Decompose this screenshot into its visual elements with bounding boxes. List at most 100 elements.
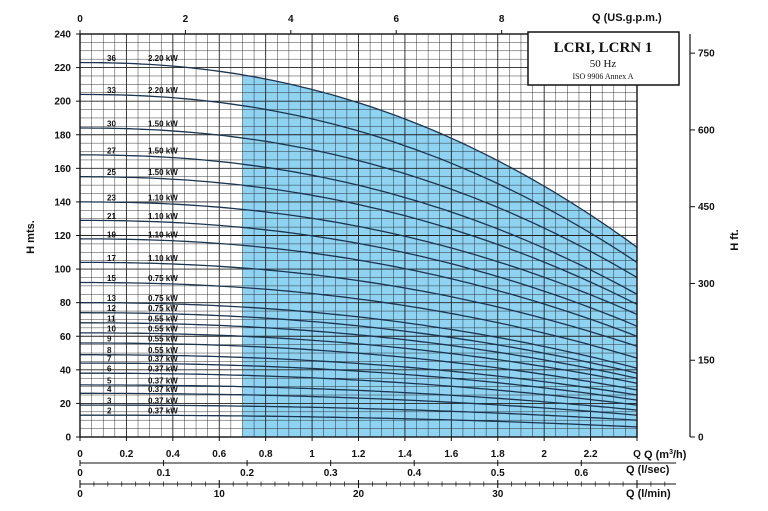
grid: [80, 34, 637, 437]
x-axis-label-lmin: Q (l/min): [626, 488, 671, 500]
curve-9-stages: [80, 342, 638, 391]
curve-2-stages: [80, 414, 638, 428]
right-tick-label: 0: [698, 433, 704, 444]
curve-33-stages: [79, 93, 638, 263]
curve-10-stages: [80, 332, 638, 384]
x-tick-label-m3h: 2.2: [584, 449, 598, 460]
curves: [79, 61, 638, 428]
y-tick-label: 180: [54, 130, 71, 141]
curve-power-label: 2.20 kW: [148, 86, 178, 95]
x-tick-label-m3h: 2: [541, 449, 547, 460]
ls-tick-label: 0.5: [491, 468, 505, 479]
curve-6-stages: [80, 372, 638, 406]
curve-stage-label: 6: [107, 365, 112, 374]
curve-5-stages: [80, 384, 638, 411]
right-tick-label: 450: [698, 202, 715, 213]
lmin-tick-label: 30: [492, 489, 504, 500]
x-tick-label-m3h: 0.2: [119, 449, 133, 460]
y-tick-label: 120: [54, 231, 71, 242]
curve-stage-label: 12: [107, 304, 116, 313]
curve-power-label: 0.37 kW: [148, 365, 178, 374]
top-tick-label: 6: [393, 14, 399, 25]
y-tick-label: 140: [54, 197, 71, 208]
curve-30-stages: [80, 127, 638, 279]
curve-3-stages: [80, 404, 638, 421]
plot-frame: [76, 30, 695, 488]
y-tick-label: 240: [54, 30, 71, 41]
curve-25-stages: [80, 176, 638, 305]
right-tick-label: 300: [698, 279, 715, 290]
curve-27-stages: [80, 154, 638, 295]
right-tick-label: 600: [698, 125, 715, 136]
curve-stage-label: 4: [107, 385, 112, 394]
x-axis-label-ls: Q (l/sec): [626, 464, 670, 476]
y-tick-label: 80: [60, 298, 72, 309]
x-tick-label-m3h: 0.6: [212, 449, 226, 460]
curve-stage-label: 30: [107, 120, 116, 129]
y-tick-label: 220: [54, 63, 71, 74]
curve-4-stages: [80, 392, 638, 416]
curve-power-label: 0.37 kW: [148, 397, 178, 406]
curve-23-stages: [80, 201, 638, 315]
curve-stage-label: 2: [107, 407, 112, 416]
curve-power-label: 1.50 kW: [148, 146, 178, 155]
x-tick-label-m3h: 1.8: [491, 449, 505, 460]
curve-power-label: 0.75 kW: [148, 274, 178, 283]
y-tick-label: 60: [60, 332, 72, 343]
curve-power-label: 0.75 kW: [148, 304, 178, 313]
curve-power-label: 0.55 kW: [148, 346, 178, 355]
curve-power-label: 1.10 kW: [148, 212, 178, 221]
curve-power-label: 1.10 kW: [148, 230, 178, 239]
curve-power-label: 0.37 kW: [148, 407, 178, 416]
x-axis-label-m3h: Q (m3/h): [644, 449, 687, 461]
x-tick-label-m3h: 0.4: [166, 449, 180, 460]
curve-8-stages: [80, 354, 638, 396]
curve-17-stages: [80, 261, 638, 347]
curve-stage-label: 17: [107, 254, 116, 263]
y-axis-label-left: H mts.: [25, 220, 37, 254]
x-tick-label-m3h: 1.2: [352, 449, 366, 460]
right-tick-label: 150: [698, 356, 715, 367]
curve-stage-label: 33: [107, 86, 116, 95]
right-tick-label: 750: [698, 49, 715, 60]
ls-tick-label: 0.4: [407, 468, 421, 479]
curve-stage-label: 15: [107, 274, 116, 283]
curve-power-label: 1.50 kW: [148, 168, 178, 177]
curve-stage-label: 8: [107, 346, 112, 355]
curve-power-label: 1.10 kW: [148, 193, 178, 202]
curve-7-stages: [80, 362, 638, 401]
curve-15-stages: [80, 281, 638, 359]
y-tick-label: 200: [54, 97, 71, 108]
lmin-tick-label: 20: [353, 489, 365, 500]
curve-stage-label: 36: [107, 54, 116, 63]
lmin-tick-label: 0: [77, 489, 83, 500]
y-axis-label-right: H ft.: [729, 229, 741, 250]
curve-power-label: 0.55 kW: [148, 324, 178, 333]
ls-tick-label: 0: [77, 468, 83, 479]
curve-stage-label: 9: [107, 334, 112, 343]
curve-stage-label: 19: [107, 230, 116, 239]
title-box: [527, 31, 680, 86]
curve-power-label: 2.20 kW: [148, 54, 178, 63]
curve-stage-label: 5: [107, 376, 112, 385]
ls-tick-label: 0.6: [574, 468, 588, 479]
x-tick-label-m3h: 0.8: [259, 449, 273, 460]
chart-subtitle: 50 Hz: [590, 58, 617, 70]
curve-stage-label: 21: [107, 212, 116, 221]
x-axis-label-usgpm: Q (US.g.p.m.): [592, 12, 662, 24]
curve-power-label: 0.55 kW: [148, 334, 178, 343]
y-tick-label: 40: [60, 365, 72, 376]
curve-power-label: 0.37 kW: [148, 355, 178, 364]
curve-stage-label: 27: [107, 146, 116, 155]
curve-power-label: 0.75 kW: [148, 294, 178, 303]
curve-stage-label: 7: [107, 355, 112, 364]
curve-power-label: 0.37 kW: [148, 376, 178, 385]
x-tick-label-m3h: Q: [633, 449, 641, 460]
curve-19-stages: [80, 238, 638, 337]
y-tick-label: 100: [54, 265, 71, 276]
curve-stage-label: 23: [107, 193, 116, 202]
x-tick-label-m3h: 1.6: [444, 449, 458, 460]
ls-tick-label: 0.3: [324, 468, 338, 479]
ls-tick-label: 0.2: [240, 468, 254, 479]
